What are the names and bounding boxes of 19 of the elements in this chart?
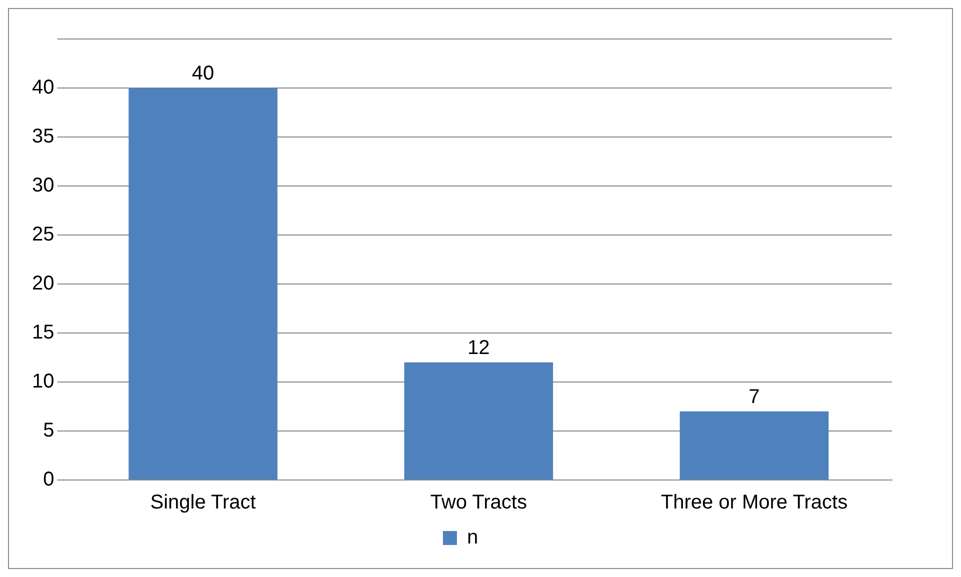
y-tick-label: 15: [32, 322, 54, 344]
y-tick-label: 5: [43, 420, 54, 442]
y-tick-label: 20: [32, 272, 54, 295]
data-label: 7: [748, 386, 760, 408]
y-tick-label: 30: [32, 174, 54, 197]
bar: [128, 88, 278, 480]
data-label: 12: [468, 336, 490, 359]
x-tick-label: Two Tracts: [430, 492, 527, 514]
y-tick-label: 25: [32, 224, 54, 246]
x-tick-label: Three or More Tracts: [660, 492, 848, 514]
x-tick-label: Single Tract: [150, 492, 256, 514]
bar: [680, 411, 829, 480]
y-tick-label: 0: [43, 468, 54, 491]
y-tick-label: 10: [32, 370, 54, 393]
y-tick-label: 35: [32, 126, 54, 148]
data-label: 40: [192, 62, 214, 85]
y-tick-label: 40: [32, 76, 54, 99]
legend-label: n: [466, 526, 478, 549]
bar: [404, 362, 554, 480]
